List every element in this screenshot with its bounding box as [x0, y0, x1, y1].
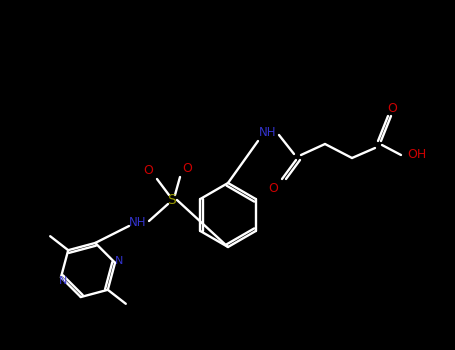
Text: O: O	[387, 102, 397, 114]
Text: NH: NH	[259, 126, 277, 140]
Text: OH: OH	[407, 148, 427, 161]
Text: O: O	[143, 163, 153, 176]
Text: O: O	[268, 182, 278, 195]
Text: O: O	[182, 162, 192, 175]
Text: S: S	[167, 193, 177, 207]
Text: N: N	[59, 276, 67, 286]
Text: N: N	[115, 256, 123, 266]
Text: NH: NH	[129, 217, 147, 230]
